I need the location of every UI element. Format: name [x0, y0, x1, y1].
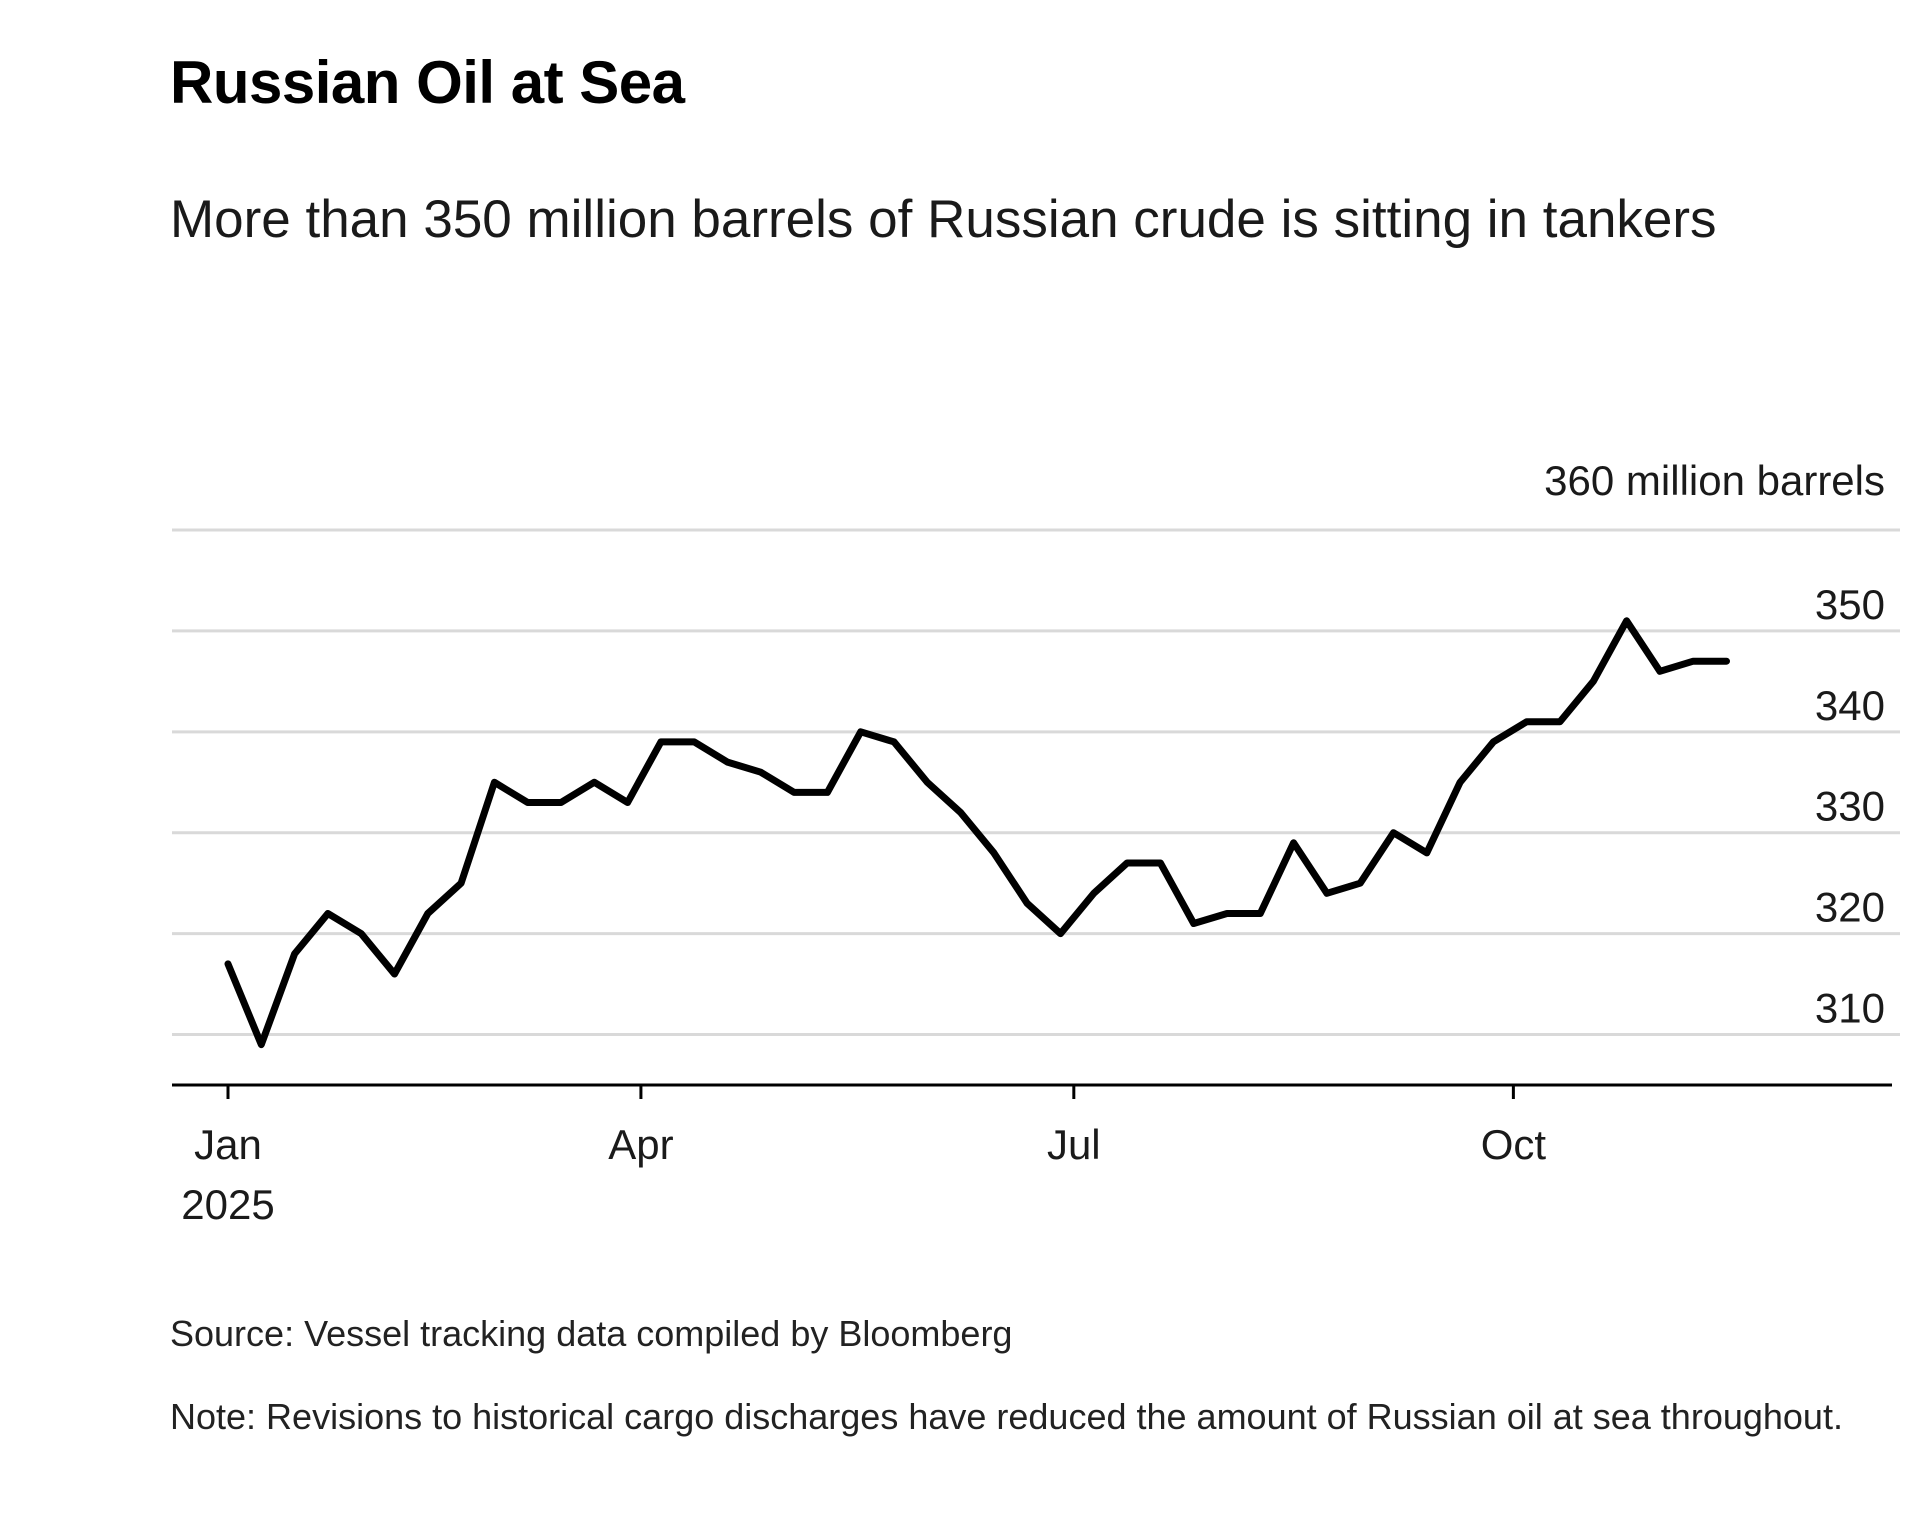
y-tick-label: 310	[1815, 985, 1885, 1032]
source-note: Source: Vessel tracking data compiled by…	[170, 1313, 1013, 1354]
chart-title: Russian Oil at Sea	[170, 49, 685, 116]
x-tick-label: Jul	[1047, 1121, 1101, 1168]
x-tick-sublabel: 2025	[181, 1181, 274, 1228]
x-tick-label: Oct	[1481, 1121, 1547, 1168]
y-tick-label: 320	[1815, 884, 1885, 931]
series-line	[224, 617, 1730, 1049]
line-chart: 310 320 330 340 350 360 million barrels Jan 2…	[172, 457, 1900, 1228]
y-tick-label: 350	[1815, 581, 1885, 628]
x-axis-ticks: Jan 2025 Apr Jul Oct	[181, 1085, 1546, 1228]
gridlines	[172, 528, 1900, 1037]
methodology-note: Note: Revisions to historical cargo disc…	[170, 1396, 1843, 1437]
y-tick-label: 340	[1815, 682, 1885, 729]
y-tick-label: 330	[1815, 783, 1885, 830]
y-axis-ticks: 310 320 330 340 350	[1815, 581, 1885, 1032]
y-axis-unit-label: 360 million barrels	[1544, 457, 1885, 504]
x-tick-label: Apr	[608, 1121, 673, 1168]
series-layer	[224, 617, 1730, 1049]
chart-subtitle: More than 350 million barrels of Russian…	[170, 190, 1717, 249]
x-tick-label: Jan	[194, 1121, 262, 1168]
